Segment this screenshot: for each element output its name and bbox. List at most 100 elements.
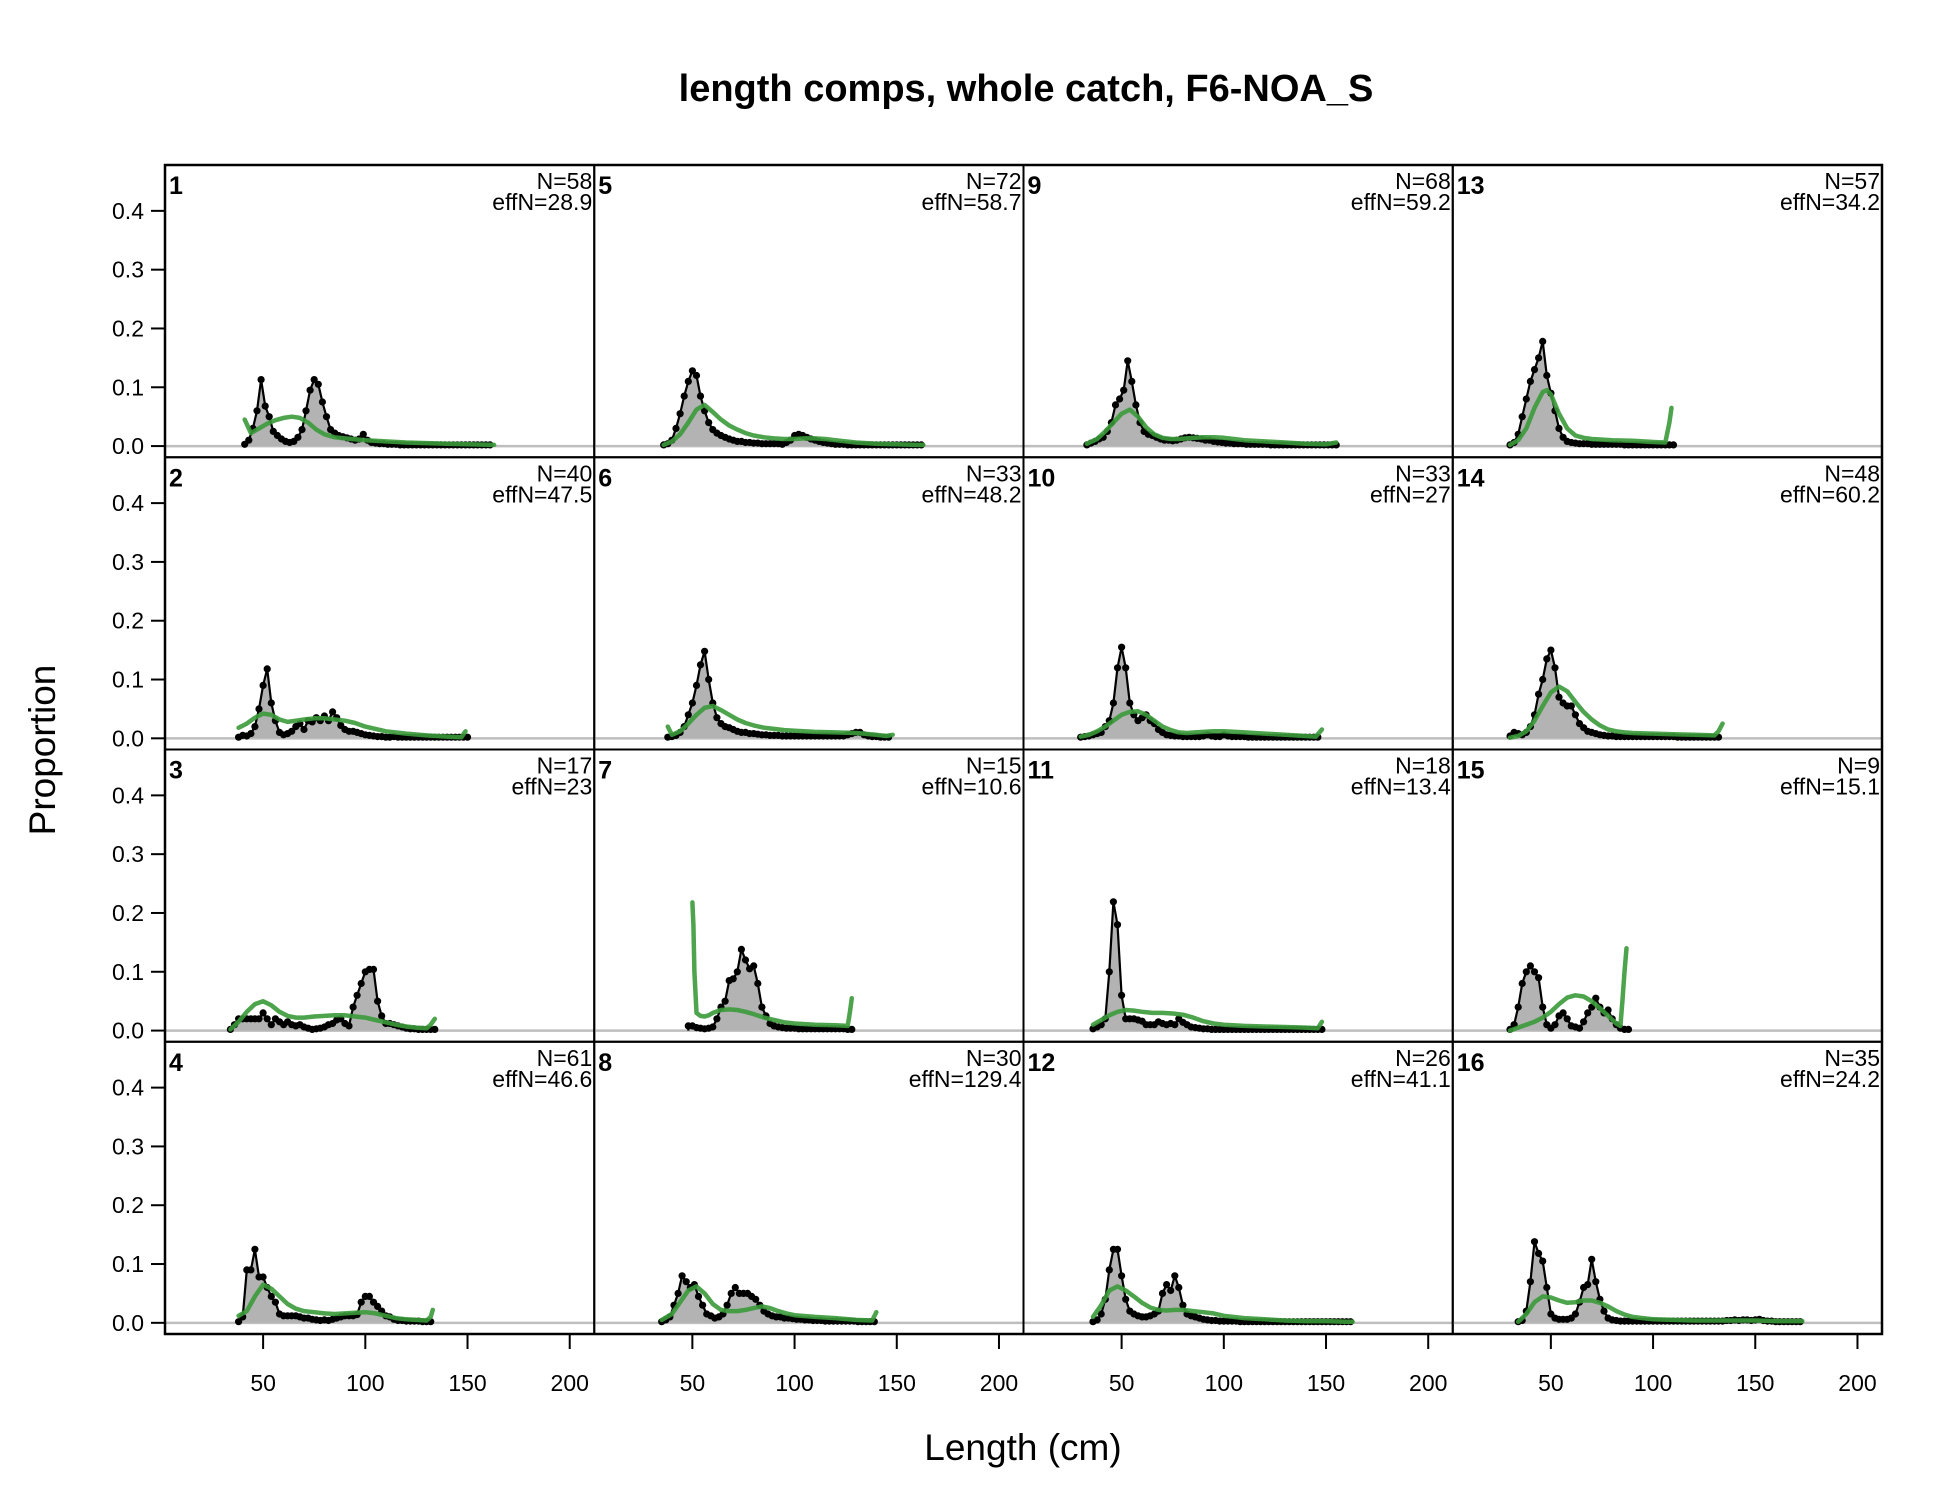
panel-plot-area — [1452, 946, 1882, 1033]
observed-point — [741, 956, 750, 964]
panel-n-label: N=57 — [1824, 168, 1880, 194]
observed-point — [288, 727, 296, 735]
panel-n-label: N=40 — [537, 460, 593, 486]
x-tick-label: 100 — [1205, 1370, 1243, 1396]
observed-point — [1122, 1295, 1130, 1303]
observed-point — [1555, 424, 1563, 432]
x-tick-label: 150 — [448, 1370, 486, 1396]
observed-point — [1522, 395, 1530, 403]
observed-point — [684, 711, 692, 719]
observed-points — [684, 945, 856, 1033]
expected-line — [661, 402, 926, 448]
observed-point — [251, 723, 259, 731]
observed-point — [1118, 643, 1126, 651]
x-tick-label: 200 — [980, 1370, 1018, 1396]
panel-plot-area — [1023, 1245, 1453, 1326]
panel-n-label: N=72 — [966, 168, 1022, 194]
observed-point — [709, 1023, 717, 1031]
y-tick-label: 0.4 — [112, 490, 144, 516]
observed-point — [1580, 1018, 1588, 1026]
panel-effn-label: effN=34.2 — [1780, 189, 1880, 215]
observed-point — [721, 997, 729, 1005]
panel-number: 9 — [1028, 172, 1042, 200]
panel-number: 6 — [598, 464, 612, 492]
observed-point — [696, 392, 705, 400]
observed-point — [257, 376, 265, 384]
y-tick-label: 0.1 — [112, 1251, 144, 1277]
panel-n-label: N=26 — [1395, 1045, 1451, 1071]
panel-n-label: N=35 — [1824, 1045, 1880, 1071]
y-tick-label: 0.0 — [112, 433, 144, 459]
panel-number: 13 — [1457, 172, 1485, 200]
observed-point — [1113, 664, 1122, 672]
panel-number: 1 — [169, 172, 183, 200]
observed-point — [1543, 655, 1551, 663]
observed-point — [1093, 1316, 1101, 1324]
observed-point — [271, 1298, 279, 1306]
observed-point — [1588, 1255, 1596, 1263]
panel-n-label: N=30 — [966, 1045, 1022, 1071]
panel-n-label: N=17 — [537, 753, 593, 779]
observed-point — [247, 730, 255, 738]
panel-n-label: N=33 — [966, 460, 1022, 486]
observed-point — [378, 1012, 386, 1020]
panel-effn-label: effN=15.1 — [1780, 774, 1880, 800]
observed-point — [682, 1278, 690, 1286]
y-tick-label: 0.3 — [112, 257, 144, 283]
observed-area — [1080, 647, 1318, 739]
observed-point — [678, 1272, 686, 1280]
y-tick-label: 0.3 — [112, 841, 144, 867]
observed-point — [1592, 1278, 1600, 1286]
observed-point — [1584, 1009, 1592, 1017]
observed-point — [359, 430, 367, 438]
x-axes: 50 100 150 200 50 100 150 200 50 100 150 200 50 100 15… — [250, 1334, 1877, 1396]
x-tick-label: 150 — [1736, 1370, 1774, 1396]
observed-point — [306, 386, 314, 394]
x-tick-label: 100 — [346, 1370, 384, 1396]
observed-point — [1669, 441, 1678, 449]
observed-point — [1518, 979, 1526, 988]
observed-point — [349, 1003, 357, 1011]
observed-area — [1510, 650, 1719, 739]
expected-line — [1078, 709, 1325, 739]
panel-effn-label: effN=27 — [1370, 481, 1451, 507]
observed-point — [255, 705, 263, 713]
observed-point — [251, 1245, 259, 1253]
observed-area — [1086, 360, 1337, 447]
observed-point — [259, 1009, 267, 1017]
expected-line — [1084, 407, 1339, 447]
observed-point — [353, 991, 361, 999]
observed-point — [1124, 357, 1132, 365]
panel-number: 11 — [1028, 757, 1055, 785]
observed-point — [1105, 968, 1113, 976]
observed-point — [1592, 994, 1600, 1002]
observed-points — [1506, 337, 1678, 449]
observed-point — [1535, 974, 1543, 982]
observed-point — [684, 377, 692, 385]
observed-point — [369, 965, 378, 974]
observed-point — [365, 1292, 373, 1300]
y-tick-label: 0.2 — [112, 900, 144, 926]
observed-point — [733, 968, 741, 976]
panel-number: 14 — [1457, 464, 1485, 492]
panel-plot-area — [1452, 1238, 1882, 1326]
observed-point — [848, 1025, 856, 1033]
observed-point — [1543, 371, 1551, 380]
panel-plot-area — [165, 665, 595, 741]
observed-point — [267, 699, 275, 707]
observed-point — [1128, 377, 1136, 385]
panel-effn-label: effN=24.2 — [1780, 1066, 1880, 1092]
expected-line — [236, 1282, 436, 1323]
panel-effn-label: effN=47.5 — [492, 481, 592, 507]
observed-point — [737, 945, 746, 954]
observed-points — [241, 376, 494, 449]
y-tick-label: 0.1 — [112, 374, 144, 400]
observed-point — [1530, 366, 1539, 374]
y-tick-label: 0.2 — [112, 608, 144, 634]
